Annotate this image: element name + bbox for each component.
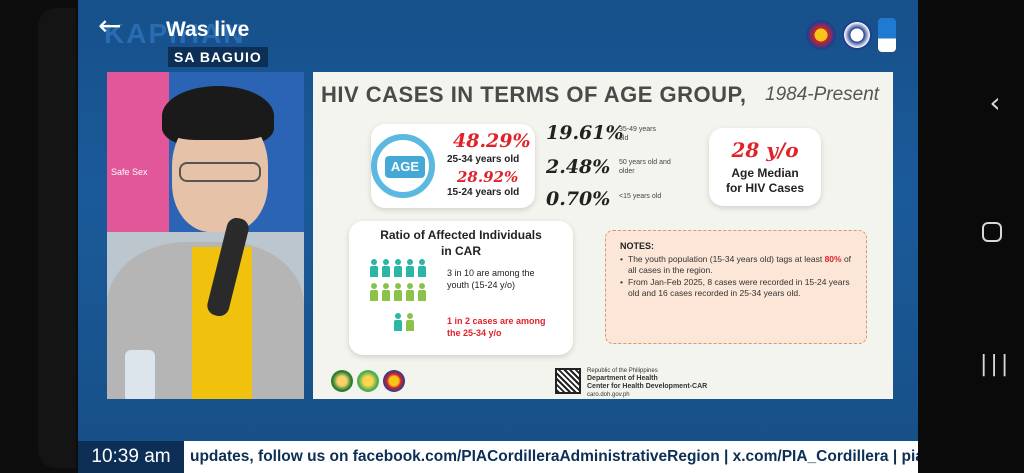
stat-value-25-34: 48.29% xyxy=(453,130,531,152)
people-icons-row-2 xyxy=(369,283,427,301)
person-icon xyxy=(393,283,403,301)
doh-seal-logo xyxy=(331,370,353,392)
backdrop-text: Safe Sex xyxy=(111,167,148,177)
infographic-slide: HIV CASES IN TERMS OF AGE GROUP, 1984-Pr… xyxy=(313,72,893,399)
person-icon xyxy=(405,283,415,301)
note-item-1-post: of all cases in the region. xyxy=(628,254,852,275)
stat-label-under-15: <15 years old xyxy=(619,193,662,200)
ratio-youth-text: 3 in 10 are among the youth (15-24 y/o) xyxy=(447,267,535,291)
person-icon xyxy=(393,313,403,331)
ratio-adult-line1: 1 in 2 cases are among xyxy=(447,316,546,326)
doh-line3: Center for Health Development-CAR xyxy=(587,383,708,390)
notes-card: NOTES: The youth population (15-34 years… xyxy=(605,230,867,344)
ratio-youth-line2: youth (15-24 y/o) xyxy=(447,280,516,290)
government-seal-logo xyxy=(842,20,872,50)
notes-list: The youth population (15-34 years old) t… xyxy=(620,254,858,300)
doh-caption: Republic of the Philippines Department o… xyxy=(587,367,707,399)
note-item: From Jan-Feb 2025, 8 cases were recorded… xyxy=(620,277,858,299)
ticker-time: 10:39 am xyxy=(78,441,184,473)
person-icon xyxy=(369,283,379,301)
median-label-line1: Age Median xyxy=(731,166,799,180)
home-square-icon[interactable] xyxy=(982,222,1002,242)
ticker-text: updates, follow us on facebook.com/PIACo… xyxy=(190,448,918,465)
ratio-youth-line1: 3 in 10 are among the xyxy=(447,268,535,278)
slide-title: HIV CASES IN TERMS OF AGE GROUP, xyxy=(321,82,747,107)
stat-value-under-15: 0.70% xyxy=(546,188,611,210)
doh-line1: Republic of the Philippines xyxy=(587,368,658,374)
doh-line2: Department of Health xyxy=(587,375,658,382)
stat-value-50-plus: 2.48% xyxy=(546,156,611,178)
qr-code xyxy=(555,368,581,394)
stat-value-35-49: 19.61% xyxy=(546,122,624,144)
pia-logo xyxy=(878,18,896,52)
chevron-left-icon[interactable]: ‹ xyxy=(989,86,1001,119)
age-badge-label: AGE xyxy=(385,156,425,178)
bagong-pilipinas-logo xyxy=(806,20,836,50)
stat-label-35-49: 35-49 years old xyxy=(619,126,656,142)
presenter-hair-top xyxy=(162,92,274,140)
backdrop-pink-panel: Safe Sex xyxy=(107,72,169,232)
device-bezel-left xyxy=(0,0,78,473)
sub-brand-label: SA BAGUIO xyxy=(168,47,268,67)
person-icon xyxy=(381,259,391,277)
note-item: The youth population (15-34 years old) t… xyxy=(620,254,858,276)
health-program-logo xyxy=(357,370,379,392)
ratio-title: Ratio of Affected Individuals in CAR xyxy=(349,227,573,259)
ratio-title-line2: in CAR xyxy=(441,244,481,258)
doh-line4: caro.doh.gov.ph xyxy=(587,392,630,398)
person-icon xyxy=(405,259,415,277)
person-icon xyxy=(393,259,403,277)
median-label-line2: for HIV Cases xyxy=(725,181,805,195)
median-label: Age Median for HIV Cases xyxy=(709,166,821,196)
people-icons-pair xyxy=(393,313,415,331)
brand-logo-text: KAPIHAN xyxy=(104,18,246,49)
ratio-adult-text: 1 in 2 cases are among the 25-34 y/o xyxy=(447,315,546,339)
person-icon xyxy=(417,283,427,301)
recent-apps-icon[interactable]: ||| xyxy=(980,352,1012,377)
stat-label-15-24: 15-24 years old xyxy=(447,187,520,198)
partner-logos xyxy=(806,18,896,52)
slide-subtitle: 1984-Present xyxy=(765,84,880,105)
back-arrow-icon[interactable]: ← xyxy=(98,9,122,42)
presenter-glasses xyxy=(179,162,261,182)
presenter-video: Safe Sex xyxy=(107,72,304,399)
person-icon xyxy=(405,313,415,331)
ratio-card: Ratio of Affected Individuals in CAR 3 i… xyxy=(349,221,573,355)
age-badge-icon: AGE xyxy=(371,134,435,198)
person-icon xyxy=(369,259,379,277)
ratio-title-line1: Ratio of Affected Individuals xyxy=(380,228,542,242)
stat-label-25-34: 25-34 years old xyxy=(447,154,520,165)
was-live-label: Was live xyxy=(166,18,250,41)
stat-value-15-24: 28.92% xyxy=(457,168,519,186)
median-card: 28 y/o Age Median for HIV Cases xyxy=(709,128,821,206)
android-nav-bar: ‹ ||| xyxy=(918,0,1024,473)
bagong-pilipinas-footer-logo xyxy=(383,370,405,392)
note-item-1-highlight: 80% xyxy=(824,254,842,264)
person-icon xyxy=(417,259,427,277)
person-icon xyxy=(381,283,391,301)
camera-notch xyxy=(38,8,76,468)
people-icons-row-1 xyxy=(369,259,427,277)
notes-title: NOTES: xyxy=(620,241,655,251)
news-ticker: 10:39 am updates, follow us on facebook.… xyxy=(78,441,918,473)
stat-label-50-plus: 50 years old and older xyxy=(619,159,671,175)
slide-footer: Republic of the Philippines Department o… xyxy=(313,364,893,399)
median-value: 28 y/o xyxy=(731,138,799,162)
ratio-adult-line2: the 25-34 y/o xyxy=(447,328,502,338)
water-bottle xyxy=(125,350,155,399)
note-item-1-pre: The youth population (15-34 years old) t… xyxy=(628,254,825,264)
